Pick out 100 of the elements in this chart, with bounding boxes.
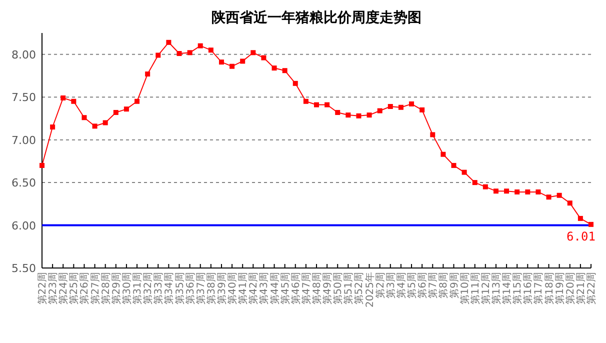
point	[240, 58, 246, 64]
point	[377, 108, 382, 114]
point	[292, 80, 298, 86]
point	[420, 107, 425, 112]
data-label: 6.01	[566, 229, 596, 244]
x-tick-label: 第28周	[100, 272, 112, 305]
point	[124, 106, 129, 112]
x-tick-label: 第39周	[216, 272, 228, 305]
point	[71, 98, 76, 104]
point	[187, 50, 192, 56]
x-tick-label: 第20周	[564, 272, 576, 305]
point	[113, 110, 118, 115]
x-tick-label: 第47周	[300, 272, 312, 305]
x-tick-label: 第17周	[532, 272, 545, 305]
x-tick-label: 第26周	[78, 272, 91, 305]
x-tick-label: 第37周	[194, 272, 207, 305]
x-tick-label: 第35周	[174, 272, 186, 305]
x-tick-label: 第48周	[311, 272, 323, 305]
x-tick-label: 第33周	[152, 272, 165, 305]
x-tick-label: 第49周	[322, 272, 334, 305]
x-tick-label: 第16周	[522, 272, 534, 305]
x-tick-label: 第19周	[554, 272, 566, 305]
x-tick-label: 第8周	[438, 272, 450, 298]
x-tick-label: 第45周	[279, 272, 292, 305]
x-tick-label: 第6周	[416, 272, 429, 298]
x-tick-label: 第25周	[68, 272, 80, 305]
point	[230, 64, 235, 69]
x-tick-label: 第10周	[458, 272, 471, 305]
point	[50, 124, 56, 130]
x-tick-label: 第12周	[480, 272, 492, 305]
point	[546, 194, 552, 200]
point	[388, 104, 393, 109]
point	[134, 98, 140, 104]
point	[198, 43, 203, 48]
x-tick-label: 第14周	[501, 272, 514, 305]
x-tick-label: 第46周	[290, 272, 302, 305]
x-tick-label: 第15周	[512, 272, 524, 305]
x-tick-label: 第27周	[89, 272, 102, 305]
point	[430, 132, 436, 138]
point	[82, 115, 87, 120]
x-tick-label: 第3周	[384, 272, 397, 298]
x-tick-label: 第2周	[374, 272, 386, 298]
x-tick-label: 第13周	[490, 272, 502, 305]
point	[398, 104, 404, 110]
point	[145, 72, 150, 77]
x-tick-label: 第41周	[237, 272, 250, 305]
point	[166, 40, 172, 45]
point	[451, 162, 456, 168]
point	[462, 170, 467, 175]
x-tick-label: 第22周	[586, 272, 598, 305]
point	[472, 180, 478, 186]
x-tick-label: 第23周	[47, 272, 60, 305]
point	[218, 60, 224, 65]
point	[102, 120, 108, 126]
point	[493, 188, 498, 194]
point	[588, 222, 594, 227]
x-tick-label: 第43周	[258, 272, 270, 305]
point	[440, 152, 446, 157]
point	[314, 102, 319, 108]
point	[504, 188, 510, 194]
point	[303, 98, 308, 104]
point	[409, 101, 414, 106]
point	[556, 192, 562, 198]
point	[366, 112, 372, 118]
x-tick-label: 第5周	[406, 272, 418, 298]
point	[60, 95, 66, 100]
x-tick-label: 第34周	[163, 272, 176, 305]
point	[578, 216, 583, 221]
y-tick-label: 7.00	[12, 134, 36, 147]
x-tick-label: 第4周	[395, 272, 408, 298]
x-tick-label: 第40周	[226, 272, 239, 305]
x-tick-label: 第31周	[132, 272, 144, 305]
point	[208, 48, 214, 53]
x-tick-label: 第30周	[120, 272, 133, 305]
point	[536, 189, 541, 194]
point	[567, 200, 572, 206]
x-tick-label: 第7周	[427, 272, 440, 298]
x-tick-label: 第32周	[142, 272, 154, 305]
x-tick-label: 第29周	[110, 272, 122, 305]
x-tick-label: 第38周	[205, 272, 218, 305]
point	[272, 66, 277, 71]
point	[250, 50, 256, 56]
x-tick-label: 2025年	[364, 272, 376, 308]
y-tick-label: 6.50	[12, 176, 36, 190]
point	[346, 112, 351, 118]
x-tick-label: 第44周	[268, 272, 281, 305]
point	[356, 113, 362, 118]
x-tick-label: 第22周	[36, 272, 48, 305]
x-tick-label: 第18周	[543, 272, 556, 305]
x-tick-label: 第52周	[353, 272, 366, 305]
x-tick-label: 第50周	[332, 272, 344, 305]
x-tick-label: 第51周	[342, 272, 355, 305]
x-tick-label: 第9周	[448, 272, 460, 298]
point	[335, 110, 340, 115]
point	[92, 124, 98, 129]
y-tick-label: 8.00	[12, 48, 36, 62]
point	[176, 51, 182, 56]
y-tick-label: 6.00	[12, 219, 36, 232]
point	[40, 162, 44, 168]
y-tick-label: 7.50	[12, 91, 36, 104]
